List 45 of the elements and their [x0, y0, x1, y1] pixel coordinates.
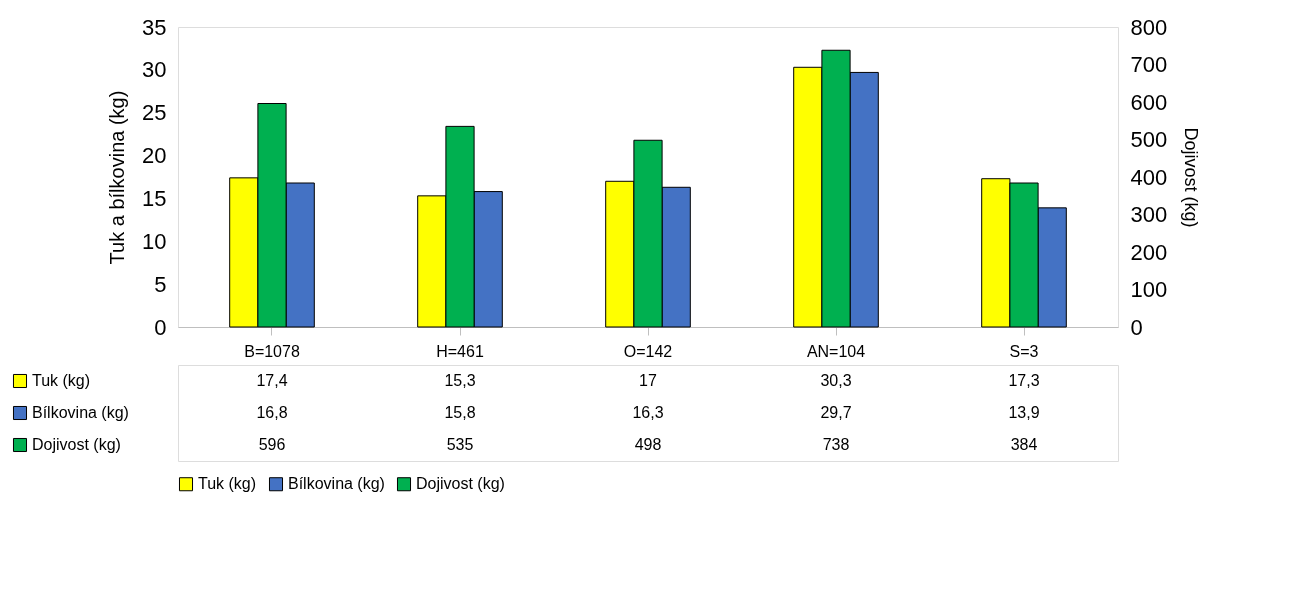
data-label: 17 — [639, 372, 657, 389]
y2-tick-label: 800 — [1130, 14, 1168, 40]
y-tick-label: 35 — [142, 14, 167, 40]
data-label: 15,8 — [444, 404, 476, 421]
y2-tick-label: 700 — [1130, 52, 1168, 77]
data-label: 498 — [634, 436, 662, 453]
data-label: 16,3 — [632, 404, 664, 421]
legend-label: Dojivost (kg) — [416, 475, 505, 493]
y-tick-label: 10 — [142, 228, 167, 254]
y2-tick-label: 500 — [1130, 127, 1168, 152]
data-label: 30,3 — [820, 372, 852, 389]
data-label: 15,3 — [444, 372, 476, 389]
data-label: 535 — [446, 436, 474, 453]
text: Dojivost (kg) — [32, 436, 121, 453]
data-label: 17,3 — [1008, 372, 1040, 389]
x-tick-label: B=1078 — [244, 342, 300, 360]
y-axis-title: Tuk a bílkovina (kg) — [106, 90, 129, 265]
x-tick-label: O=142 — [623, 342, 673, 360]
data-label: 738 — [822, 436, 850, 453]
y2-tick-label: 0 — [1130, 314, 1143, 340]
y-tick-label: 0 — [154, 314, 167, 340]
data-label: 17,4 — [256, 372, 288, 389]
y2-axis-title: Dojivost (kg) — [1181, 127, 1202, 228]
y2-tick-label: 100 — [1130, 277, 1168, 302]
y2-tick-label: 300 — [1130, 202, 1168, 227]
x-tick-label: AN=104 — [806, 342, 866, 360]
data-label: 13,9 — [1008, 404, 1040, 421]
text: Bílkovina (kg) — [32, 404, 129, 421]
y-tick-label: 5 — [154, 271, 167, 297]
legend-label: Tuk (kg) — [32, 372, 91, 389]
data-label: 16,8 — [256, 404, 288, 421]
legend-label: Bílkovina (kg) — [288, 475, 385, 493]
data-label: 384 — [1010, 436, 1038, 453]
y-tick-label: 15 — [142, 185, 167, 211]
data-label: 596 — [258, 436, 286, 453]
x-tick-label: H=461 — [436, 342, 484, 360]
text: Tuk (kg) — [198, 475, 257, 493]
y2-tick-label: 200 — [1130, 239, 1168, 265]
y2-tick-label: 600 — [1130, 89, 1168, 115]
x-tick-label: S=3 — [1009, 342, 1039, 360]
y-tick-label: 25 — [142, 100, 167, 126]
data-label: 29,7 — [820, 404, 852, 421]
y-tick-label: 20 — [142, 143, 167, 169]
y2-tick-label: 400 — [1130, 164, 1168, 190]
y-tick-label: 30 — [142, 57, 167, 83]
